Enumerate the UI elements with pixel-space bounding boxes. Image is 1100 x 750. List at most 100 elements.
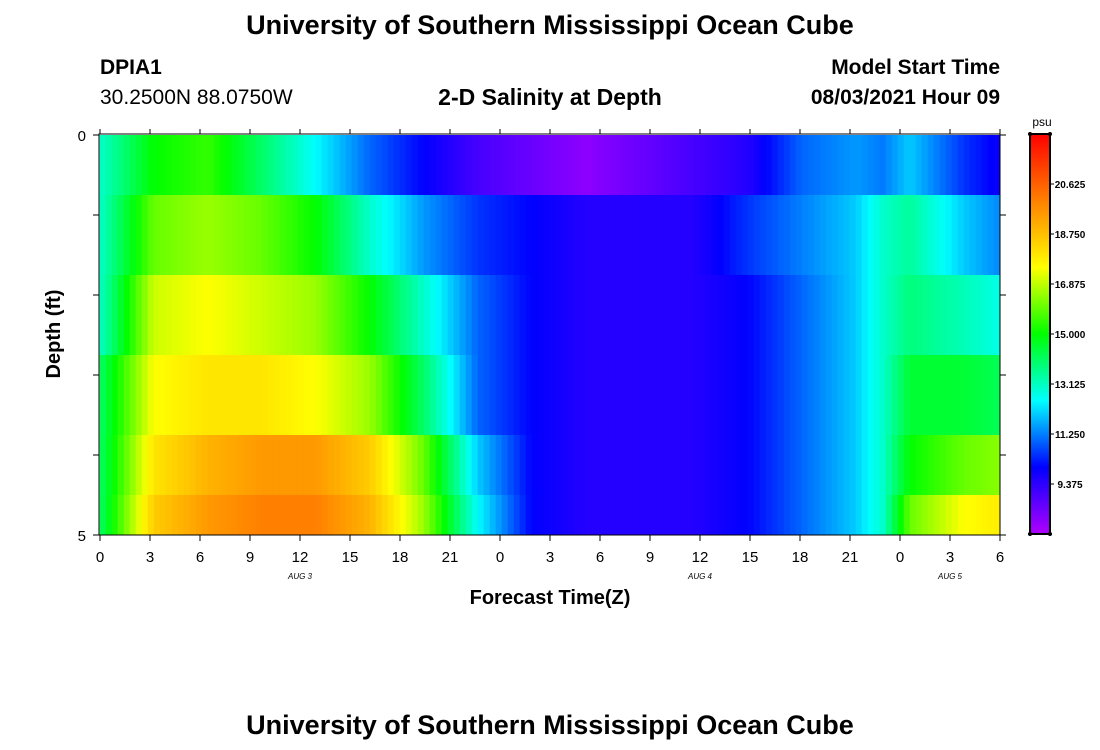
heatmap-cell [711, 195, 719, 276]
heatmap-cell [783, 135, 791, 196]
x-tick-label: 3 [946, 549, 954, 566]
x-tick-label: 21 [842, 549, 859, 566]
heatmap-cell [147, 135, 155, 196]
heatmap-cell [783, 435, 791, 496]
heatmap-cell [921, 135, 929, 196]
heatmap-cell [207, 135, 215, 196]
heatmap-cell [855, 275, 863, 356]
heatmap-cell [147, 435, 155, 496]
heatmap-cell [429, 435, 437, 496]
heatmap-cell [915, 355, 923, 436]
heatmap-cell [585, 275, 593, 356]
heatmap-cell [687, 135, 695, 196]
heatmap-cell [423, 355, 431, 436]
heatmap-cell [339, 495, 347, 536]
heatmap-cell [759, 135, 767, 196]
heatmap-cell [165, 135, 173, 196]
heatmap-cell [201, 135, 209, 196]
heatmap-cell [711, 435, 719, 496]
heatmap-cell [291, 355, 299, 436]
heatmap-cell [549, 135, 557, 196]
heatmap-cell [129, 135, 137, 196]
heatmap-cell [255, 435, 263, 496]
heatmap-cell [183, 355, 191, 436]
heatmap-cell [855, 355, 863, 436]
heatmap-cell [369, 275, 377, 356]
heatmap-cell [759, 435, 767, 496]
heatmap-cell [813, 355, 821, 436]
heatmap-cell [291, 275, 299, 356]
heatmap-cell [765, 495, 773, 536]
heatmap-cell [903, 195, 911, 276]
heatmap-cell [855, 495, 863, 536]
heatmap-cell [219, 435, 227, 496]
heatmap-cell [549, 275, 557, 356]
heatmap-cell [453, 195, 461, 276]
heatmap-cell [987, 275, 995, 356]
heatmap-cell [873, 355, 881, 436]
heatmap-cell [837, 275, 845, 356]
heatmap-cell [663, 435, 671, 496]
heatmap-cell [483, 435, 491, 496]
heatmap-cell [405, 195, 413, 276]
heatmap-cell [225, 495, 233, 536]
heatmap-cell [705, 495, 713, 536]
heatmap-cell [549, 435, 557, 496]
heatmap-cell [807, 195, 815, 276]
heatmap-cell [795, 355, 803, 436]
heatmap-cell [411, 195, 419, 276]
heatmap-cell [597, 495, 605, 536]
heatmap-cell [723, 135, 731, 196]
heatmap-cell [741, 195, 749, 276]
colorbar-tick-label: 16.875 [1055, 280, 1086, 291]
heatmap-cell [501, 355, 509, 436]
heatmap-cell [951, 355, 959, 436]
heatmap-cell [639, 135, 647, 196]
y-axis: 05 [78, 128, 1006, 545]
heatmap-cell [699, 275, 707, 356]
heatmap-cell [387, 195, 395, 276]
heatmap-cell [825, 195, 833, 276]
heatmap-cell [561, 435, 569, 496]
heatmap-cell [201, 435, 209, 496]
heatmap-cell [435, 435, 443, 496]
heatmap-cell [399, 495, 407, 536]
heatmap-cell [867, 135, 875, 196]
heatmap-cell [957, 275, 965, 356]
heatmap-cell [639, 275, 647, 356]
heatmap-cell [969, 435, 977, 496]
heatmap-cell [567, 435, 575, 496]
heatmap-cell [903, 355, 911, 436]
heatmap-cell [579, 435, 587, 496]
x-tick-label: 0 [896, 549, 904, 566]
colorbar-tick-label: 15.000 [1055, 330, 1086, 341]
heatmap-cell [573, 135, 581, 196]
heatmap-cell [675, 195, 683, 276]
heatmap-cell [807, 435, 815, 496]
heatmap-cell [819, 275, 827, 356]
heatmap-cell [693, 435, 701, 496]
heatmap-cell [687, 195, 695, 276]
heatmap-cell [735, 435, 743, 496]
heatmap-cell [273, 195, 281, 276]
heatmap-cell [717, 135, 725, 196]
heatmap-cell [111, 495, 119, 536]
heatmap-cell [237, 275, 245, 356]
heatmap-cell [183, 195, 191, 276]
heatmap-cell [249, 195, 257, 276]
heatmap-cell [915, 495, 923, 536]
heatmap-cell [309, 275, 317, 356]
heatmap-cell [225, 195, 233, 276]
heatmap-cell [483, 355, 491, 436]
heatmap-cell [621, 435, 629, 496]
heatmap-cell [543, 495, 551, 536]
heatmap-cell [393, 435, 401, 496]
heatmap-cell [225, 435, 233, 496]
heatmap-cell [663, 275, 671, 356]
heatmap-cell [987, 135, 995, 196]
heatmap-cell [573, 355, 581, 436]
heatmap-cell [951, 495, 959, 536]
heatmap-cell [477, 195, 485, 276]
x-tick-label: 9 [246, 549, 254, 566]
heatmap-cell [219, 135, 227, 196]
